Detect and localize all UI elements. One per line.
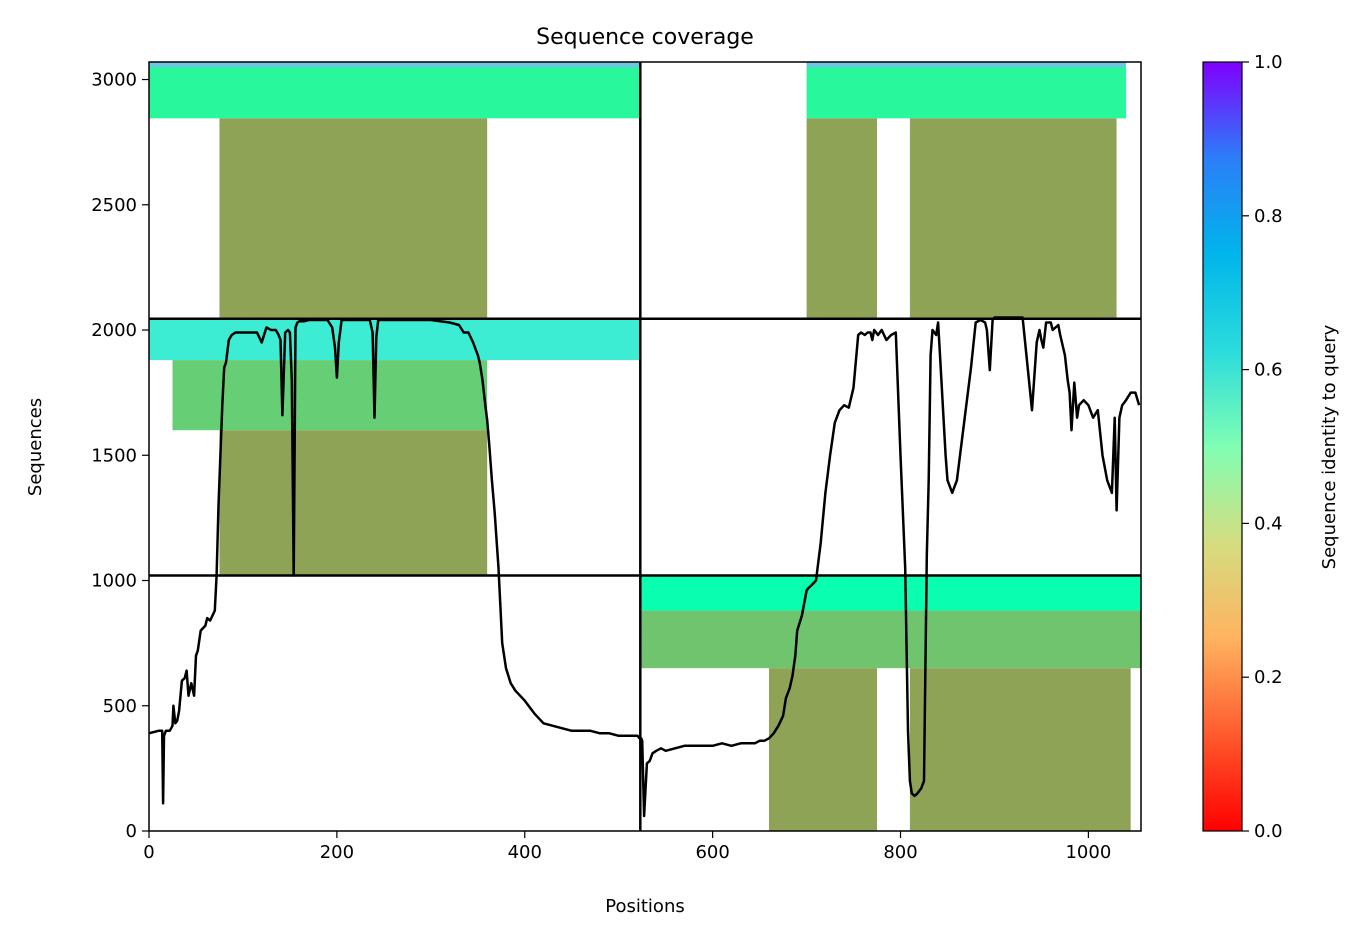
coverage-line-layer bbox=[149, 316, 1141, 818]
colorbar-tick-label-3: 0.6 bbox=[1254, 360, 1283, 381]
x-tick-label-0: 0 bbox=[143, 842, 154, 863]
x-tick-label-1: 200 bbox=[320, 842, 354, 863]
x-axis-label: Positions bbox=[605, 896, 684, 917]
coverage-block-1-layer-3 bbox=[909, 118, 1117, 321]
coverage-block-5-layer-0 bbox=[640, 575, 1141, 611]
x-tick-label-3: 600 bbox=[695, 842, 729, 863]
y-tick-label-1: 500 bbox=[103, 696, 137, 717]
colorbar bbox=[1202, 61, 1243, 832]
y-tick-label-2: 1000 bbox=[91, 571, 137, 592]
coverage-block-5-layer-1 bbox=[640, 610, 1141, 669]
y-tick-label-5: 2500 bbox=[91, 195, 137, 216]
coverage-block-1-layer-2 bbox=[806, 118, 878, 321]
coverage-block-1-layer-1 bbox=[806, 62, 1126, 68]
coverage-block-2-layer-1 bbox=[172, 360, 488, 431]
heatmap-layer bbox=[149, 62, 1141, 831]
x-tick-label-5: 1000 bbox=[1065, 842, 1111, 863]
colorbar-tick-label-1: 0.2 bbox=[1254, 667, 1283, 688]
coverage-block-2-layer-2 bbox=[219, 430, 488, 576]
colorbar-tick-label-4: 0.8 bbox=[1254, 206, 1283, 227]
y-tick-label-0: 0 bbox=[126, 821, 137, 842]
chart-title: Sequence coverage bbox=[536, 25, 754, 50]
y-tick-label-6: 3000 bbox=[91, 70, 137, 91]
colorbar-label: Sequence identity to query bbox=[1319, 324, 1340, 569]
x-axis: 0 200 400 600 800 1000 bbox=[143, 831, 1111, 863]
x-tick-label-4: 800 bbox=[883, 842, 917, 863]
x-tick-label-2: 400 bbox=[508, 842, 542, 863]
coverage-block-0-layer-1 bbox=[149, 62, 641, 68]
plot-frame bbox=[148, 61, 1142, 832]
coverage-block-1-layer-0 bbox=[806, 62, 1126, 119]
coverage-line bbox=[149, 316, 1141, 818]
y-axis-label: Sequences bbox=[25, 398, 46, 496]
colorbar-tick-label-2: 0.4 bbox=[1254, 513, 1283, 534]
colorbar-tick-label-5: 1.0 bbox=[1254, 52, 1283, 73]
coverage-block-0-layer-0 bbox=[149, 62, 641, 119]
y-axis: 0 500 1000 1500 2000 2500 3000 bbox=[91, 70, 149, 842]
colorbar-tick-label-0: 0.0 bbox=[1254, 821, 1283, 842]
coverage-block-5-layer-3 bbox=[909, 668, 1131, 831]
y-tick-label-4: 2000 bbox=[91, 320, 137, 341]
coverage-block-0-layer-2 bbox=[219, 118, 488, 321]
y-tick-label-3: 1500 bbox=[91, 445, 137, 466]
coverage-block-5-layer-2 bbox=[769, 668, 878, 831]
colorbar-axis: 0.0 0.2 0.4 0.6 0.8 1.0 bbox=[1242, 52, 1283, 842]
coverage-block-2-layer-0 bbox=[149, 318, 641, 361]
